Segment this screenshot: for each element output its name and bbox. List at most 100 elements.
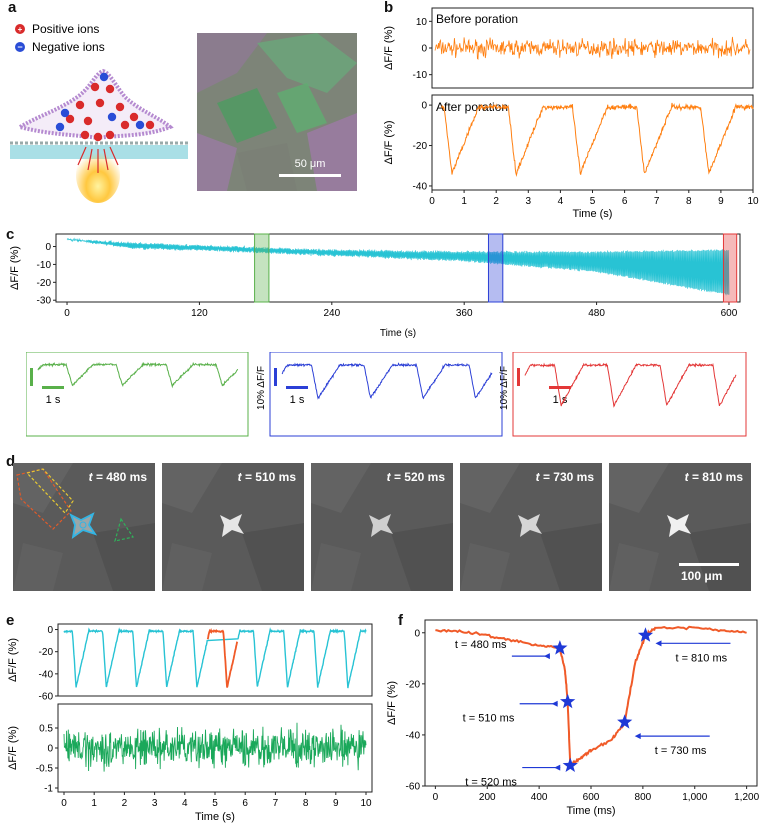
d-frame: t = 810 ms 100 μm (609, 463, 751, 591)
y-tick-label: -10 (413, 70, 428, 81)
b-bottom-title: After poration (436, 100, 508, 114)
c-inset-ylabel: 10% ΔF/F (256, 366, 267, 410)
f-star-marker (552, 640, 568, 655)
f-annotation-label: t = 510 ms (463, 713, 515, 725)
x-tick-label: 2 (493, 196, 499, 207)
x-tick-label: 5 (590, 196, 596, 207)
x-tick-label: 1,200 (734, 792, 759, 803)
c-inset-frame (269, 352, 503, 437)
d-scalebar-label: 100 μm (681, 569, 723, 583)
panel-label-e: e (6, 612, 15, 629)
positive-ion (105, 84, 115, 94)
x-tick-label: 7 (654, 196, 660, 207)
d-star-cell (667, 514, 691, 537)
f-arrowhead (554, 764, 561, 771)
y-tick-label: 10 (416, 17, 428, 28)
c-inset-y-scalebar (30, 368, 33, 386)
x-tick-label: 6 (622, 196, 628, 207)
y-axis-label: ΔF/F (%) (9, 246, 21, 290)
x-tick-label: 4 (558, 196, 564, 207)
positive-ion (75, 100, 85, 110)
b-top-title: Before poration (436, 12, 518, 26)
c-highlight-window (487, 233, 504, 303)
x-tick-label: 2 (122, 798, 128, 809)
c-inset-x-scalebar (286, 386, 308, 389)
positive-ion (105, 130, 115, 140)
negative-ion (135, 120, 145, 130)
x-tick-label: 120 (191, 308, 208, 319)
y-tick-label: -40 (413, 181, 428, 192)
x-tick-label: 200 (479, 792, 496, 803)
x-tick-label: 5 (212, 798, 218, 809)
d-roi-green (114, 517, 134, 542)
panel-c-insets: 10% ΔF/F1 s10% ΔF/F1 s10% ΔF/F1 s (26, 352, 747, 437)
positive-ion (95, 98, 105, 108)
c-highlight-window (254, 233, 270, 303)
x-tick-label: 6 (242, 798, 248, 809)
negative-ion (60, 108, 70, 118)
x-tick-label: 8 (686, 196, 692, 207)
e-top-highlight (206, 627, 239, 688)
b-before-trace (434, 36, 751, 60)
y-tick-label: 0.5 (39, 724, 53, 735)
positive-ion (93, 132, 103, 142)
x-tick-label: 1 (461, 196, 467, 207)
panel-c-chart: 0 -10 -20 -30 0 120 240 360 480 600 ΔF/F (%) Time (… (9, 233, 741, 339)
negative-ion-legend-icon (15, 42, 25, 52)
f-arrowhead (634, 733, 641, 740)
b-xlabel: Time (s) (573, 208, 613, 220)
y-axis-label: ΔF/F (%) (383, 26, 395, 70)
c-xlabel: Time (s) (380, 328, 416, 339)
d-roi-cyan (69, 512, 98, 539)
e-bottom-trace (63, 722, 367, 772)
f-star-marker (617, 714, 633, 729)
x-tick-label: 600 (721, 308, 738, 319)
f-annotation-label: t = 730 ms (655, 745, 707, 757)
f-annotation-label: t = 810 ms (675, 652, 727, 664)
y-tick-label: -60 (39, 692, 54, 703)
positive-ion (90, 82, 100, 92)
negative-ion (107, 112, 117, 122)
positive-ion (65, 114, 75, 124)
d-frame: t = 520 ms (311, 463, 453, 591)
x-tick-label: 800 (635, 792, 652, 803)
d-roi-yellow (25, 468, 74, 514)
c-inset-x-scalebar-label: 1 s (290, 394, 305, 406)
svg-text:+: + (18, 25, 23, 34)
legend-negative-text: Negative ions (32, 40, 105, 54)
y-axis-label: ΔF/F (%) (386, 681, 398, 725)
y-tick-label: -20 (37, 278, 52, 289)
micrograph-image: 50 μm (197, 33, 357, 191)
y-tick-label: 0 (421, 44, 427, 55)
x-tick-label: 7 (273, 798, 279, 809)
f-annotation-label: t = 520 ms (465, 777, 517, 789)
d-frame-image (311, 463, 453, 591)
e-top-trace (63, 627, 367, 689)
d-frame-image (460, 463, 602, 591)
f-annotation-label: t = 480 ms (455, 639, 507, 651)
y-tick-label: -20 (406, 679, 421, 690)
x-tick-label: 8 (303, 798, 309, 809)
c-inset-trace (524, 362, 737, 408)
f-trace (435, 625, 747, 768)
d-frame: t = 730 ms (460, 463, 602, 591)
panel-e-chart: 0 -20 -40 -60 0.5 0 -0.5 -1 ΔF/F (%) ΔF/F (%) 0 1 2 3… (7, 623, 373, 823)
f-arrowhead (551, 700, 558, 707)
ion-flux-arrows (77, 146, 119, 173)
d-scalebar (679, 563, 739, 566)
d-star-cell (220, 514, 244, 537)
y-axis-label: ΔF/F (%) (7, 638, 19, 682)
y-tick-label: -20 (39, 647, 54, 658)
x-tick-label: 0 (61, 798, 67, 809)
panel-f-chart: 0 -20 -40 -60 0 200 400 600 800 1,000 1,200 ΔF/F (%… (386, 619, 760, 817)
d-frame-image (13, 463, 155, 591)
y-tick-label: -10 (37, 260, 52, 271)
f-star-marker (560, 693, 576, 709)
x-tick-label: 0 (429, 196, 435, 207)
x-tick-label: 360 (456, 308, 473, 319)
x-tick-label: 480 (588, 308, 605, 319)
panel-label-c: c (6, 226, 15, 243)
d-frame-time-label: t = 520 ms (386, 470, 445, 484)
c-inset-y-scalebar (517, 368, 520, 386)
svg-text:−: − (17, 42, 22, 52)
